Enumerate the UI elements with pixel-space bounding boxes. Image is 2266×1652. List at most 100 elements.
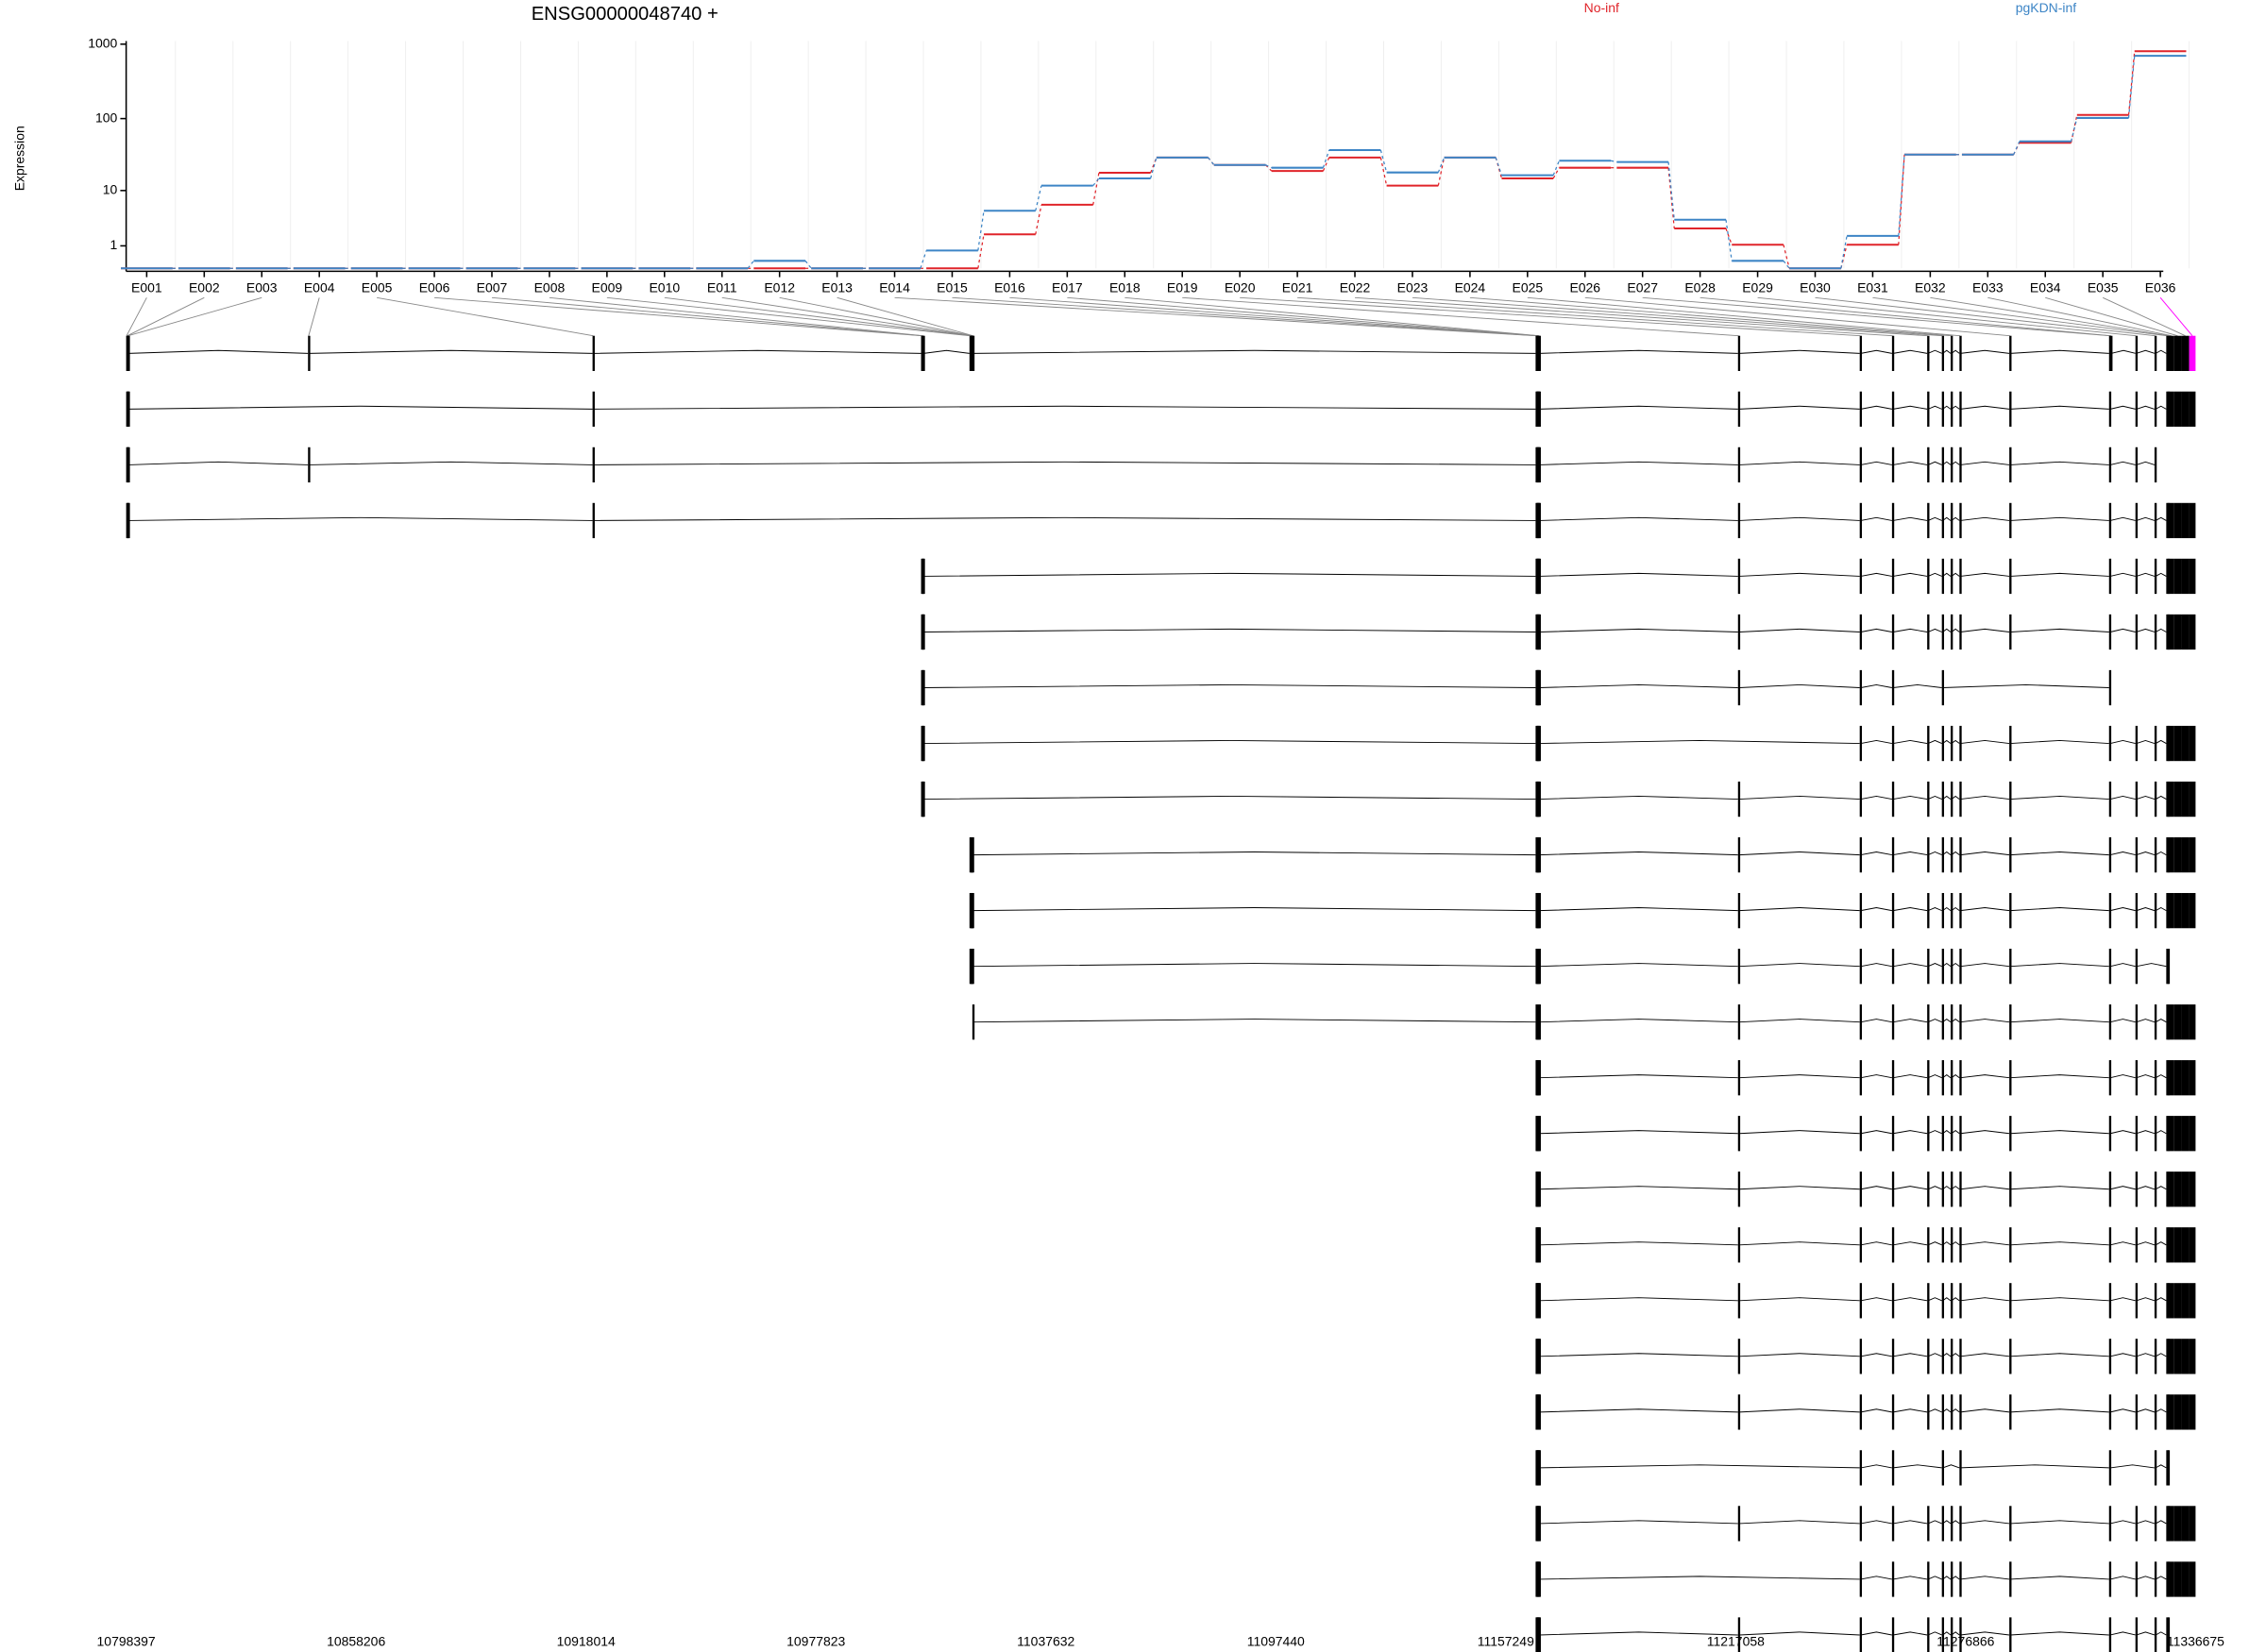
- exon: [2135, 1617, 2139, 1652]
- x-tick-label: E018: [1109, 280, 1141, 295]
- intron: [1927, 907, 1942, 912]
- exon: [922, 725, 925, 762]
- exon: [1859, 836, 1863, 873]
- exon: [2009, 1506, 2012, 1542]
- exon: [1951, 447, 1953, 483]
- intron: [1960, 1464, 2109, 1469]
- intron: [1860, 1353, 1892, 1357]
- exon: [1859, 1617, 1863, 1652]
- exon: [1737, 836, 1741, 873]
- exon: [2009, 836, 2012, 873]
- intron: [2155, 1576, 2167, 1580]
- exon: [1859, 502, 1863, 539]
- exon: [2154, 391, 2157, 428]
- intron: [2136, 405, 2156, 410]
- exon-connector: [127, 296, 262, 337]
- exon: [1941, 1227, 1945, 1263]
- exon: [2154, 1004, 2157, 1040]
- exon: [2135, 1116, 2139, 1152]
- intron: [923, 349, 970, 354]
- step-connector: [1035, 185, 1042, 211]
- intron: [1860, 795, 1892, 801]
- exon: [1538, 669, 1541, 706]
- exon: [2173, 725, 2182, 762]
- exon: [2009, 502, 2012, 539]
- intron: [1927, 851, 1942, 856]
- exon: [1927, 1617, 1930, 1652]
- exon: [127, 335, 130, 371]
- exon: [1941, 1004, 1945, 1040]
- intron: [1942, 683, 2109, 688]
- intron: [1951, 1074, 1960, 1079]
- step-connector: [1667, 161, 1675, 220]
- intron: [1539, 1186, 1738, 1190]
- exon: [2135, 836, 2139, 873]
- intron: [1539, 683, 1738, 688]
- exon: [1891, 781, 1895, 818]
- intron: [1960, 1631, 2010, 1636]
- exon: [1941, 1561, 1945, 1597]
- exon-connector: [1815, 296, 2156, 337]
- exon: [2167, 1172, 2171, 1207]
- exon: [2108, 892, 2112, 929]
- x-tick-label: E004: [304, 280, 335, 295]
- exon: [1859, 1116, 1863, 1152]
- intron: [1860, 683, 1892, 688]
- x-tick-label: E003: [246, 280, 278, 295]
- exon-connector: [606, 296, 971, 337]
- intron: [2136, 461, 2156, 465]
- exon: [2181, 1172, 2190, 1207]
- exon: [2189, 1227, 2196, 1263]
- exon-connector: [721, 296, 972, 337]
- exon: [2009, 1561, 2012, 1597]
- exon: [2173, 558, 2182, 595]
- exon: [2166, 1339, 2169, 1374]
- intron: [1892, 628, 1928, 632]
- exon: [1859, 1506, 1863, 1542]
- exon: [2173, 892, 2182, 929]
- intron: [2155, 572, 2167, 577]
- intron: [2136, 628, 2156, 632]
- exon: [1941, 1394, 1945, 1430]
- exon: [2108, 1060, 2112, 1096]
- exon: [1891, 1394, 1895, 1430]
- exon: [2108, 1394, 2112, 1430]
- intron: [1539, 963, 1738, 968]
- step-connector: [1725, 228, 1733, 245]
- exon: [1927, 725, 1930, 762]
- exon: [2154, 1172, 2157, 1207]
- x-tick-label: E005: [362, 280, 393, 295]
- exon: [2167, 502, 2171, 539]
- intron: [2110, 1353, 2136, 1357]
- exon: [1951, 1116, 1953, 1152]
- intron: [1860, 1297, 1892, 1302]
- exon: [127, 502, 130, 539]
- intron: [128, 349, 309, 354]
- intron: [1942, 1464, 1960, 1469]
- exon: [2189, 1394, 2196, 1430]
- exon: [922, 614, 925, 650]
- x-tick-label: E002: [189, 280, 220, 295]
- intron: [2136, 963, 2167, 968]
- exon: [2167, 391, 2171, 428]
- intron: [1860, 907, 1892, 912]
- x-tick-label: E011: [707, 280, 737, 295]
- exon: [1891, 836, 1895, 873]
- exon: [1959, 949, 1962, 985]
- intron: [2136, 572, 2156, 577]
- exon: [1941, 1617, 1945, 1652]
- exon-connector: [1700, 296, 2111, 337]
- intron: [1892, 1130, 1928, 1135]
- exon: [2009, 1617, 2012, 1652]
- exon: [2169, 836, 2174, 873]
- exon: [2154, 1060, 2157, 1096]
- exon: [1859, 391, 1863, 428]
- exon: [1538, 1450, 1541, 1486]
- exon: [2108, 391, 2112, 428]
- exon: [1737, 1116, 1741, 1152]
- exon: [2154, 1283, 2157, 1319]
- exon: [2173, 1283, 2182, 1319]
- y-tick-label: 10: [103, 182, 118, 197]
- intron: [1951, 906, 1960, 912]
- step-connector: [1437, 157, 1446, 173]
